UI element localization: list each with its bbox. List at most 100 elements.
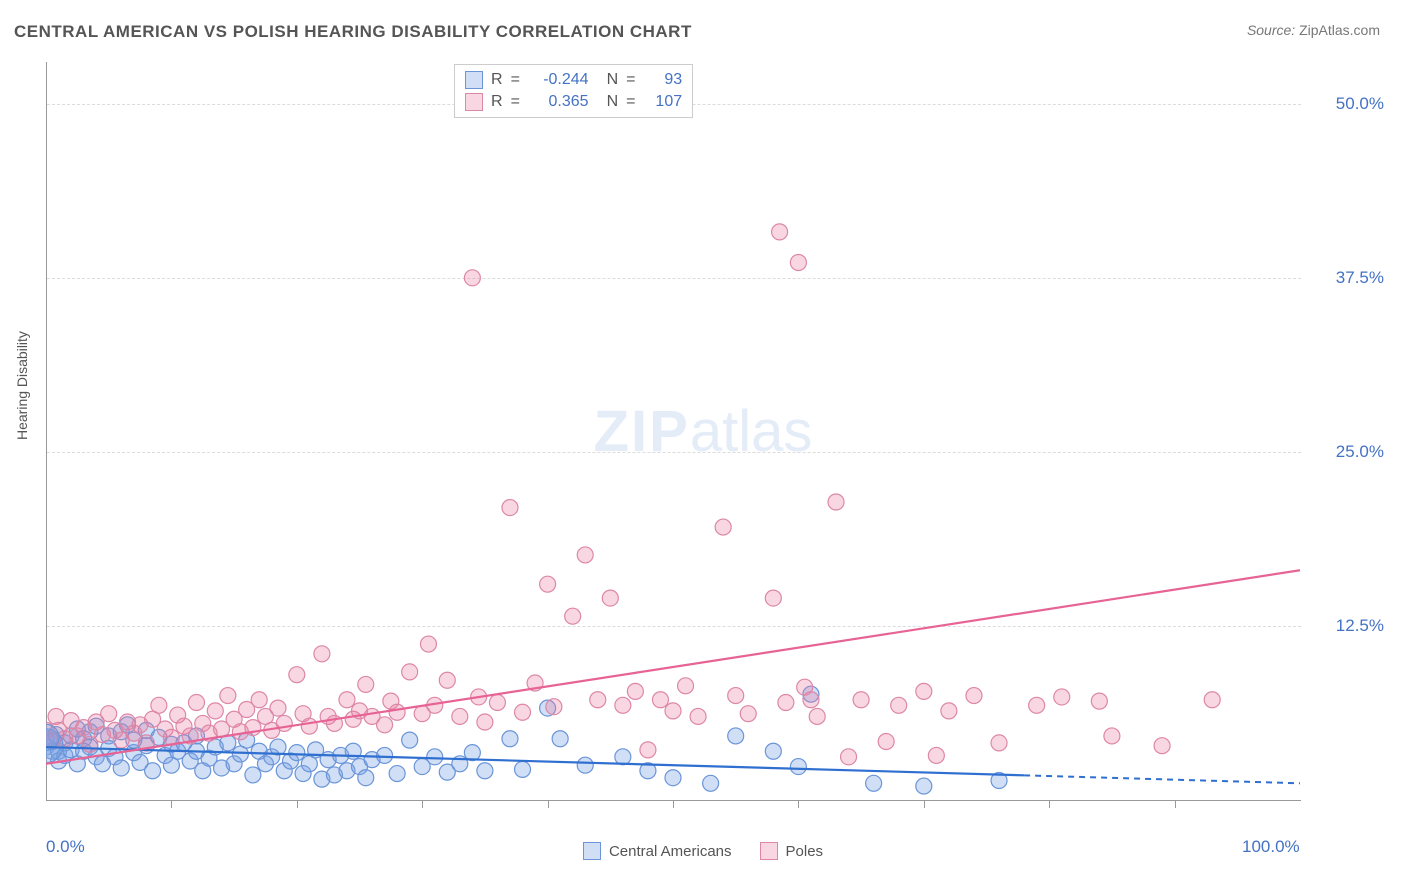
data-point-central_americans bbox=[377, 747, 393, 763]
data-point-poles bbox=[251, 692, 267, 708]
data-point-poles bbox=[339, 692, 355, 708]
data-point-poles bbox=[276, 715, 292, 731]
data-point-poles bbox=[966, 688, 982, 704]
data-point-poles bbox=[489, 695, 505, 711]
data-point-poles bbox=[358, 676, 374, 692]
source-prefix: Source: bbox=[1247, 22, 1299, 38]
stats-equals: = bbox=[626, 69, 640, 91]
data-point-central_americans bbox=[113, 760, 129, 776]
data-point-poles bbox=[314, 646, 330, 662]
legend-item: Central Americans bbox=[583, 842, 732, 860]
data-point-poles bbox=[1104, 728, 1120, 744]
data-point-poles bbox=[464, 270, 480, 286]
data-point-poles bbox=[928, 747, 944, 763]
data-point-poles bbox=[48, 708, 64, 724]
x-tick bbox=[924, 800, 925, 808]
data-point-poles bbox=[678, 678, 694, 694]
data-point-central_americans bbox=[402, 732, 418, 748]
data-point-poles bbox=[301, 718, 317, 734]
data-point-poles bbox=[515, 704, 531, 720]
data-point-poles bbox=[740, 706, 756, 722]
data-point-central_americans bbox=[765, 743, 781, 759]
data-point-poles bbox=[627, 683, 643, 699]
data-point-poles bbox=[439, 672, 455, 688]
stats-swatch bbox=[465, 93, 483, 111]
data-point-central_americans bbox=[552, 731, 568, 747]
chart-svg bbox=[46, 62, 1300, 800]
stats-row: R=-0.244N=93 bbox=[465, 69, 682, 91]
stats-row: R = 0.365 N = 107 bbox=[465, 91, 682, 113]
data-point-poles bbox=[540, 576, 556, 592]
data-point-poles bbox=[765, 590, 781, 606]
x-tick bbox=[548, 800, 549, 808]
data-point-poles bbox=[502, 500, 518, 516]
legend-label: Poles bbox=[786, 843, 824, 860]
data-point-central_americans bbox=[916, 778, 932, 794]
data-point-central_americans bbox=[145, 763, 161, 779]
data-point-poles bbox=[828, 494, 844, 510]
data-point-poles bbox=[728, 688, 744, 704]
data-point-central_americans bbox=[477, 763, 493, 779]
stats-r-value: 0.365 bbox=[533, 91, 589, 113]
data-point-poles bbox=[665, 703, 681, 719]
stats-r-label: R bbox=[491, 91, 503, 113]
data-point-poles bbox=[220, 688, 236, 704]
data-point-poles bbox=[151, 697, 167, 713]
data-point-central_americans bbox=[358, 770, 374, 786]
y-tick-label: 25.0% bbox=[1336, 442, 1384, 462]
stats-n-label: N bbox=[607, 69, 619, 91]
stats-swatch bbox=[465, 71, 483, 89]
data-point-central_americans bbox=[728, 728, 744, 744]
data-point-central_americans bbox=[515, 761, 531, 777]
source-link[interactable]: ZipAtlas.com bbox=[1299, 22, 1380, 38]
source-attribution: Source: ZipAtlas.com bbox=[1247, 22, 1380, 38]
data-point-central_americans bbox=[790, 759, 806, 775]
data-point-central_americans bbox=[577, 757, 593, 773]
data-point-central_americans bbox=[289, 745, 305, 761]
data-point-poles bbox=[546, 699, 562, 715]
legend-item: Poles bbox=[760, 842, 824, 860]
correlation-stats-box: R = -0.244 N = 93R = 0.365 N = 107 bbox=[454, 64, 693, 118]
data-point-poles bbox=[1029, 697, 1045, 713]
data-point-poles bbox=[1091, 693, 1107, 709]
data-point-poles bbox=[772, 224, 788, 240]
stats-n-label: N bbox=[607, 91, 619, 113]
stats-equals: = bbox=[511, 91, 525, 113]
data-point-poles bbox=[941, 703, 957, 719]
y-tick-label: 50.0% bbox=[1336, 94, 1384, 114]
data-point-poles bbox=[778, 695, 794, 711]
legend-swatch bbox=[583, 842, 601, 860]
data-point-poles bbox=[652, 692, 668, 708]
regression-line-central_americans-dashed bbox=[1024, 775, 1300, 783]
data-point-poles bbox=[803, 692, 819, 708]
data-point-poles bbox=[853, 692, 869, 708]
data-point-poles bbox=[1054, 689, 1070, 705]
stats-n-value: 93 bbox=[648, 69, 682, 91]
data-point-poles bbox=[452, 708, 468, 724]
data-point-poles bbox=[389, 704, 405, 720]
data-point-central_americans bbox=[665, 770, 681, 786]
data-point-poles bbox=[289, 667, 305, 683]
data-point-poles bbox=[101, 706, 117, 722]
x-tick bbox=[1175, 800, 1176, 808]
data-point-poles bbox=[640, 742, 656, 758]
data-point-poles bbox=[991, 735, 1007, 751]
data-point-poles bbox=[1204, 692, 1220, 708]
data-point-central_americans bbox=[703, 775, 719, 791]
stats-equals: = bbox=[511, 69, 525, 91]
stats-n-value: 107 bbox=[648, 91, 682, 113]
data-point-poles bbox=[207, 703, 223, 719]
stats-equals: = bbox=[626, 91, 640, 113]
stats-r-value: -0.244 bbox=[533, 69, 589, 91]
data-point-poles bbox=[477, 714, 493, 730]
data-point-poles bbox=[878, 734, 894, 750]
data-point-poles bbox=[377, 717, 393, 733]
legend-label: Central Americans bbox=[609, 843, 732, 860]
data-point-poles bbox=[690, 708, 706, 724]
data-point-poles bbox=[420, 636, 436, 652]
data-point-poles bbox=[402, 664, 418, 680]
data-point-poles bbox=[615, 697, 631, 713]
x-tick bbox=[798, 800, 799, 808]
chart-title: CENTRAL AMERICAN VS POLISH HEARING DISAB… bbox=[14, 22, 692, 42]
y-tick-label: 37.5% bbox=[1336, 268, 1384, 288]
